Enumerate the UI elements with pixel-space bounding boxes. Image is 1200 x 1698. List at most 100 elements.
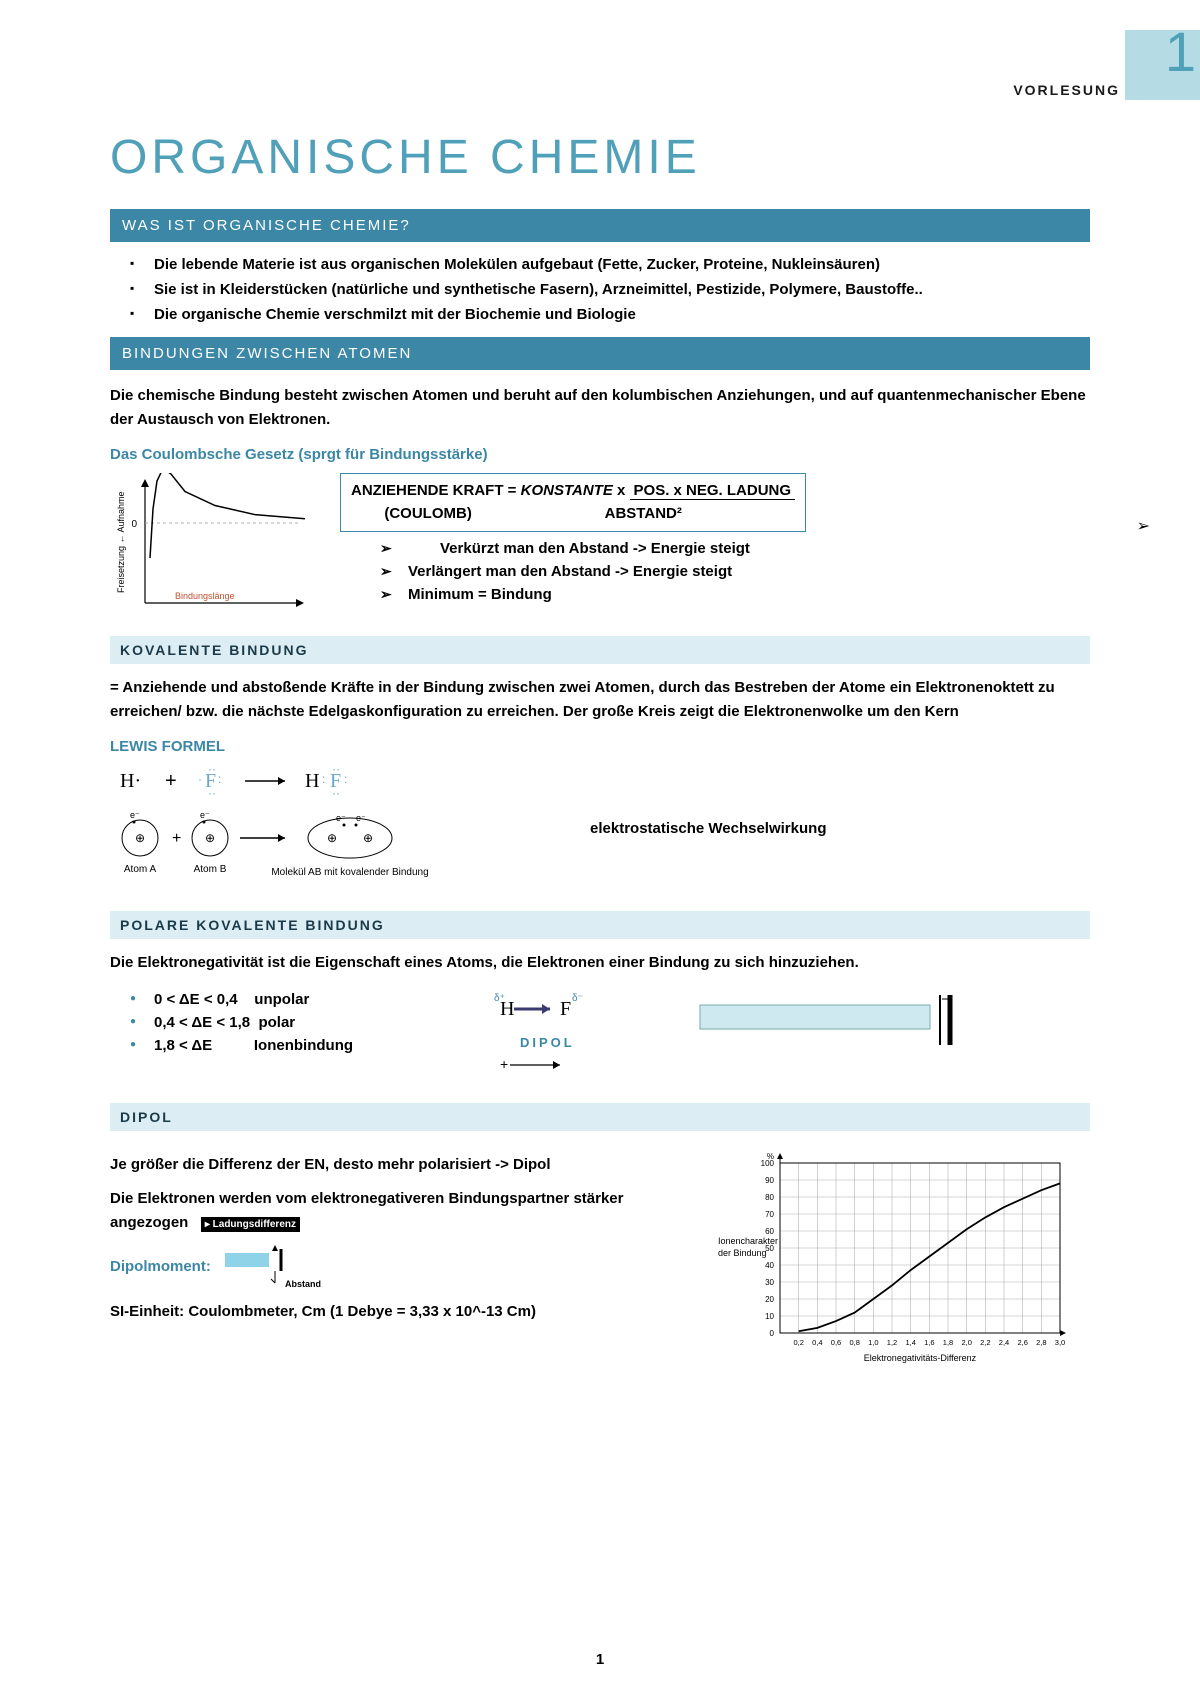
svg-text:Elektronegativitäts-Differenz: Elektronegativitäts-Differenz bbox=[864, 1353, 977, 1363]
dipol-line1: Je größer die Differenz der EN, desto me… bbox=[110, 1153, 680, 1177]
dipol-moment-diagram: Abstand bbox=[215, 1245, 325, 1290]
svg-text::: : bbox=[322, 772, 325, 786]
coulomb-arrow-list: Verkürzt man den Abstand -> Energie stei… bbox=[340, 540, 1090, 603]
svg-text:Ionencharakter: Ionencharakter bbox=[718, 1236, 778, 1246]
list-item: 0 < ΔE < 0,4 unpolar bbox=[130, 991, 410, 1008]
formula-times: x bbox=[617, 482, 625, 499]
energy-curve-chart: 0Freisetzung ← AufnahmeBindungslänge bbox=[110, 473, 310, 618]
svg-text:+: + bbox=[165, 770, 177, 792]
svg-text:1,0: 1,0 bbox=[868, 1338, 878, 1347]
lewis-title: LEWIS FORMEL bbox=[110, 738, 1090, 755]
svg-text:Molekül AB mit kovalender Bind: Molekül AB mit kovalender Bindung bbox=[271, 867, 428, 878]
page-title: ORGANISCHE CHEMIE bbox=[110, 130, 1090, 185]
dipol-moment-row: Dipolmoment: Abstand bbox=[110, 1245, 680, 1290]
svg-text:1,6: 1,6 bbox=[924, 1338, 934, 1347]
svg-text:2,0: 2,0 bbox=[961, 1338, 971, 1347]
dipol-line2: Die Elektronen werden vom elektronegativ… bbox=[110, 1187, 680, 1235]
range-label: Ionenbindung bbox=[254, 1037, 353, 1054]
formula-const: KONSTANTE bbox=[521, 482, 613, 499]
svg-text:40: 40 bbox=[765, 1261, 774, 1270]
charge-diff-badge: ▸ Ladungsdifferenz bbox=[201, 1217, 300, 1232]
svg-text:0,6: 0,6 bbox=[831, 1338, 841, 1347]
svg-text:0,4: 0,4 bbox=[812, 1338, 822, 1347]
kovalent-text: = Anziehende und abstoßende Kräfte in de… bbox=[110, 676, 1090, 724]
range-text: 1,8 < ΔE bbox=[154, 1037, 212, 1054]
polar-bar-diagram bbox=[690, 985, 970, 1065]
svg-text:··: ·· bbox=[332, 786, 340, 800]
svg-text:1,4: 1,4 bbox=[905, 1338, 915, 1347]
formula-note: (COULOMB) bbox=[384, 505, 471, 522]
svg-text:Atom B: Atom B bbox=[194, 864, 227, 875]
svg-text:F: F bbox=[560, 998, 571, 1020]
svg-text:e⁻: e⁻ bbox=[200, 810, 210, 820]
formula-num: POS. x NEG. LADUNG bbox=[630, 482, 796, 500]
polar-intro: Die Elektronegativität ist die Eigenscha… bbox=[110, 951, 1090, 975]
svg-text:·: · bbox=[198, 772, 202, 786]
svg-text:⊕: ⊕ bbox=[327, 831, 337, 845]
svg-text:Freisetzung ← Aufnahme: Freisetzung ← Aufnahme bbox=[116, 491, 126, 593]
range-label: polar bbox=[258, 1014, 295, 1031]
svg-text:30: 30 bbox=[765, 1278, 774, 1287]
dipol-moment-label: Dipolmoment: bbox=[110, 1258, 211, 1275]
svg-text:+: + bbox=[172, 830, 181, 847]
svg-text:Bindungslänge: Bindungslänge bbox=[175, 591, 235, 601]
list-item: Verlängert man den Abstand -> Energie st… bbox=[380, 563, 1090, 580]
svg-text:δ⁺: δ⁺ bbox=[494, 993, 505, 1004]
lecture-label: VORLESUNG bbox=[1013, 82, 1120, 98]
svg-text:2,8: 2,8 bbox=[1036, 1338, 1046, 1347]
list-item: Minimum = Bindung bbox=[380, 586, 1090, 603]
svg-text:⊕: ⊕ bbox=[205, 831, 215, 845]
svg-text:%: % bbox=[767, 1152, 774, 1161]
section-heading-bonds: BINDUNGEN ZWISCHEN ATOMEN bbox=[110, 337, 1090, 370]
svg-text:80: 80 bbox=[765, 1193, 774, 1202]
ionic-character-chart: 01020304050607080901000,20,40,60,81,01,2… bbox=[710, 1143, 1090, 1383]
svg-text:60: 60 bbox=[765, 1227, 774, 1236]
sub-heading-polar: POLARE KOVALENTE BINDUNG bbox=[110, 911, 1090, 939]
sub-heading-kovalent: KOVALENTE BINDUNG bbox=[110, 636, 1090, 664]
formula-left: ANZIEHENDE KRAFT = bbox=[351, 482, 516, 499]
lewis-note: elektrostatische Wechselwirkung bbox=[590, 820, 826, 837]
svg-text:⊕: ⊕ bbox=[363, 831, 373, 845]
list-item: Verkürzt man den Abstand -> Energie stei… bbox=[380, 540, 1090, 557]
range-label: unpolar bbox=[254, 991, 309, 1008]
svg-text:2,4: 2,4 bbox=[999, 1338, 1009, 1347]
svg-text:70: 70 bbox=[765, 1210, 774, 1219]
formula-den: ABSTAND² bbox=[605, 505, 682, 522]
svg-text:··: ·· bbox=[332, 763, 340, 776]
svg-text:··: ·· bbox=[208, 786, 216, 800]
range-text: 0 < ΔE < 0,4 bbox=[154, 991, 238, 1008]
svg-text:Abstand: Abstand bbox=[285, 1279, 321, 1289]
list-item: Sie ist in Kleiderstücken (natürliche un… bbox=[130, 281, 1090, 298]
section-heading-what-is: WAS IST ORGANISCHE CHEMIE? bbox=[110, 209, 1090, 242]
svg-text:e⁻: e⁻ bbox=[130, 810, 140, 820]
bonds-intro: Die chemische Bindung besteht zwischen A… bbox=[110, 384, 1090, 432]
svg-text:⊕: ⊕ bbox=[135, 831, 145, 845]
list-item: Die organische Chemie verschmilzt mit de… bbox=[130, 306, 1090, 323]
svg-text:H·: H· bbox=[120, 770, 141, 792]
svg-text:e⁻: e⁻ bbox=[336, 813, 346, 823]
svg-text:··: ·· bbox=[208, 763, 216, 776]
list-item: Die lebende Materie ist aus organischen … bbox=[130, 256, 1090, 273]
hf-dipole-diagram: Hδ⁺Fδ⁻DIPOL+ bbox=[470, 985, 630, 1085]
svg-text:1,8: 1,8 bbox=[943, 1338, 953, 1347]
dipol-line2-text: Die Elektronen werden vom elektronegativ… bbox=[110, 1190, 624, 1231]
svg-text:3,0: 3,0 bbox=[1055, 1338, 1065, 1347]
svg-text:der Bindung: der Bindung bbox=[718, 1248, 767, 1258]
svg-text:2,2: 2,2 bbox=[980, 1338, 990, 1347]
intro-bullet-list: Die lebende Materie ist aus organischen … bbox=[110, 256, 1090, 323]
lecture-number: 1 bbox=[1165, 24, 1196, 80]
svg-text::: : bbox=[218, 772, 221, 786]
margin-arrow-icon: ➢ bbox=[1137, 516, 1150, 536]
svg-text:DIPOL: DIPOL bbox=[520, 1035, 575, 1050]
svg-text:20: 20 bbox=[765, 1295, 774, 1304]
lewis-diagram: H·+F·:····H:F:····⊕e⁻Atom A+⊕e⁻Atom B⊕⊕e… bbox=[110, 763, 530, 893]
coulomb-formula-box: ANZIEHENDE KRAFT = KONSTANTE x POS. x NE… bbox=[340, 473, 806, 532]
svg-text:0,8: 0,8 bbox=[849, 1338, 859, 1347]
range-text: 0,4 < ΔE < 1,8 bbox=[154, 1014, 250, 1031]
en-range-list: 0 < ΔE < 0,4 unpolar 0,4 < ΔE < 1,8 pola… bbox=[110, 985, 410, 1060]
list-item: 1,8 < ΔE Ionenbindung bbox=[130, 1037, 410, 1054]
svg-text:90: 90 bbox=[765, 1176, 774, 1185]
svg-text:Atom A: Atom A bbox=[124, 864, 157, 875]
sub-heading-dipol: DIPOL bbox=[110, 1103, 1090, 1131]
svg-text:1,2: 1,2 bbox=[887, 1338, 897, 1347]
